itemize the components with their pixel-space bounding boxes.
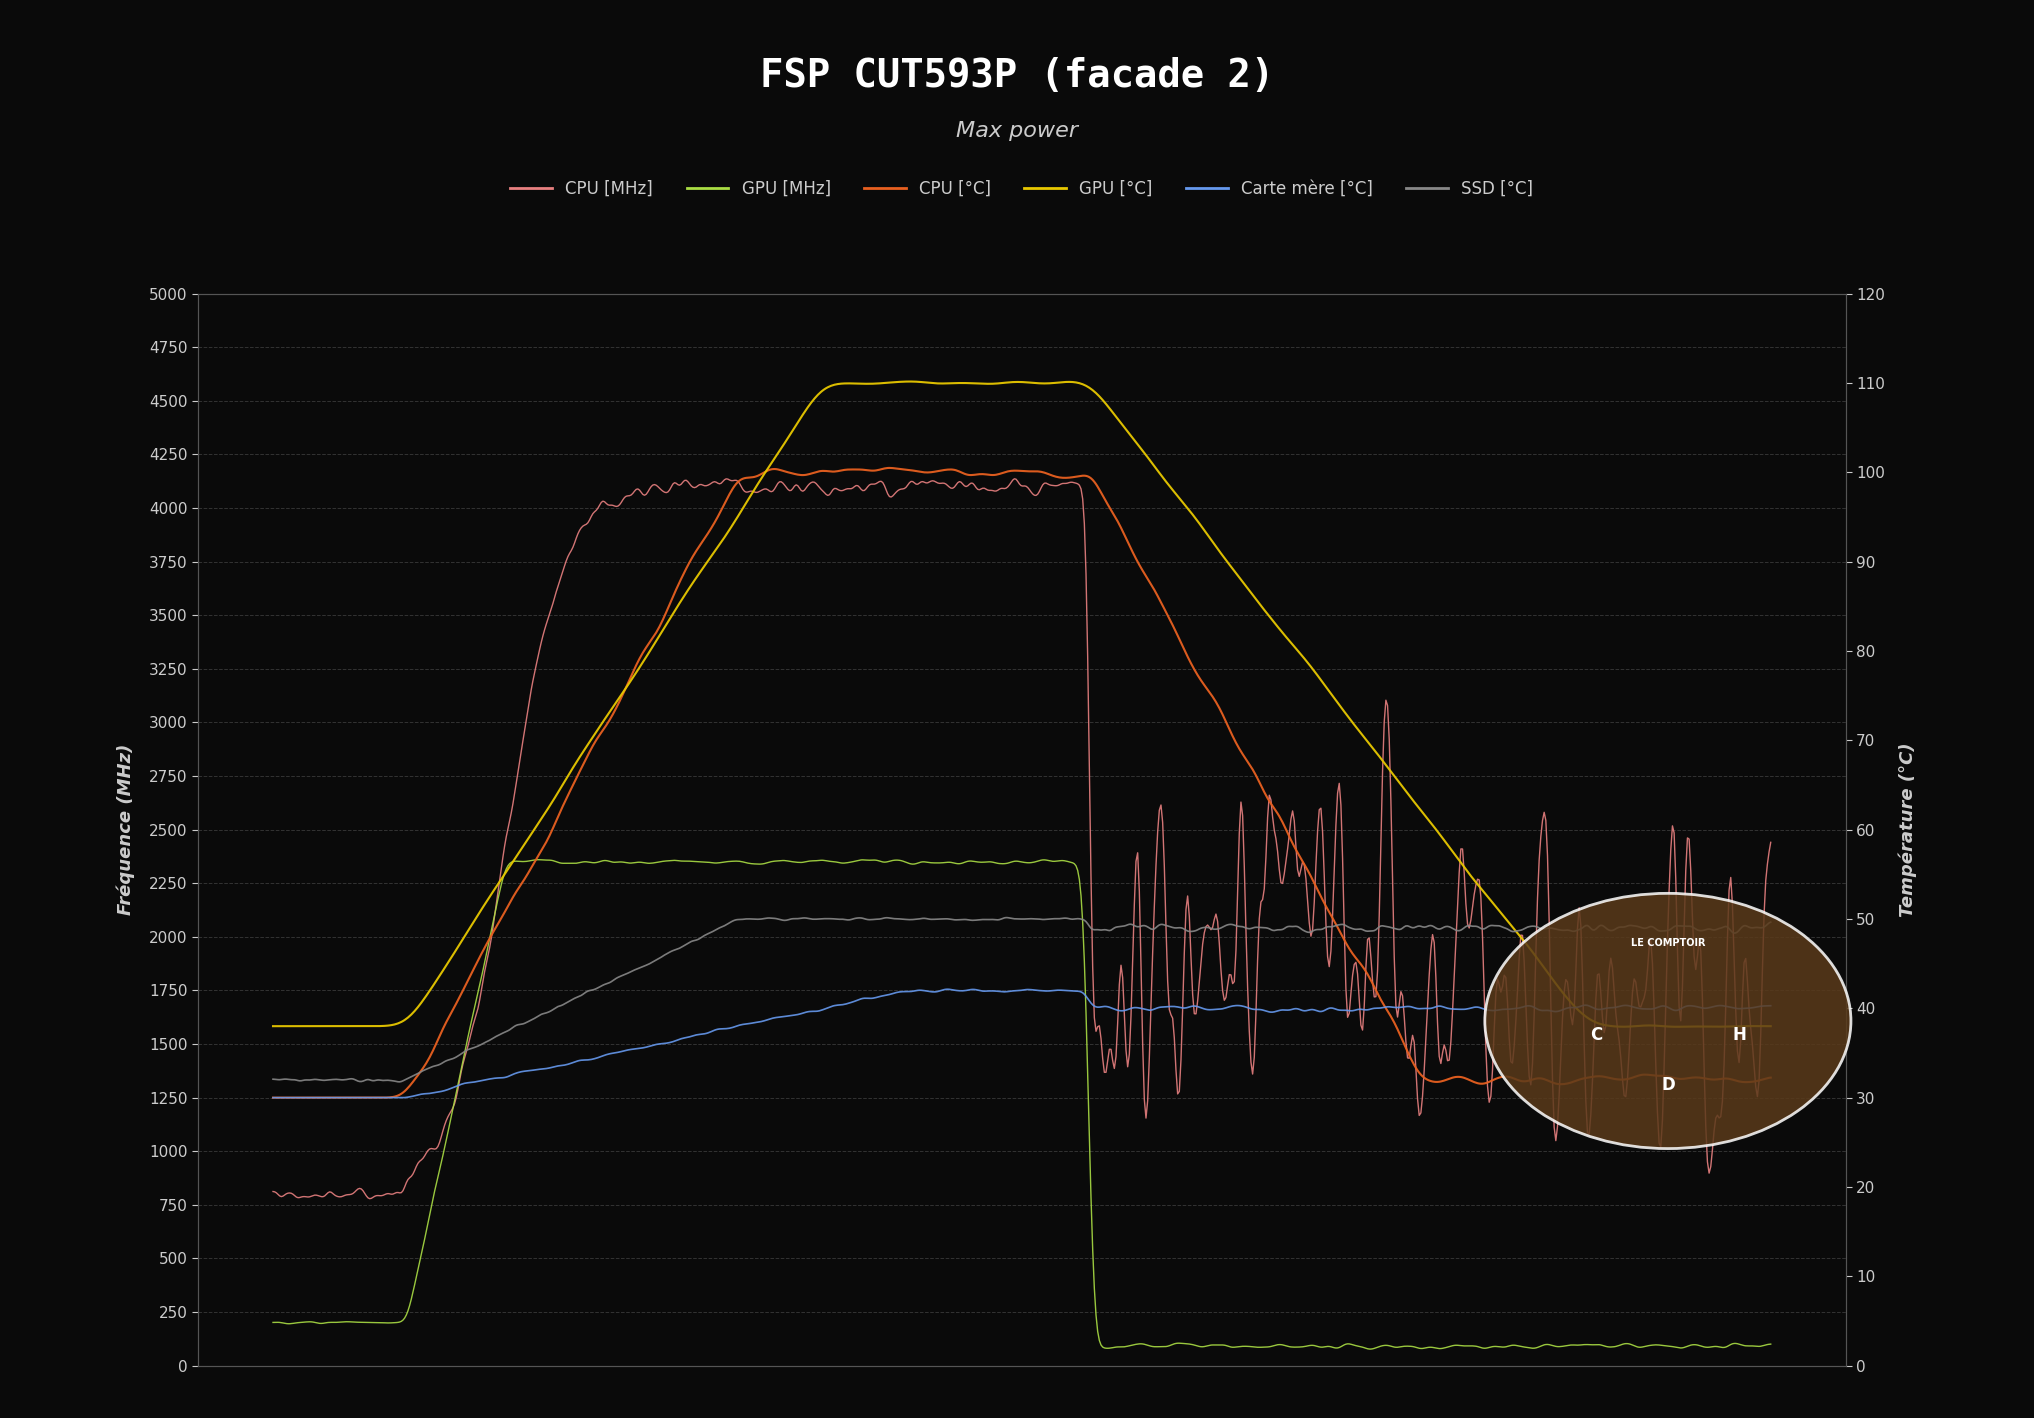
SSD [°C]: [653, 947, 677, 964]
Text: FSP CUT593P (facade 2): FSP CUT593P (facade 2): [761, 57, 1273, 95]
Line: CPU [MHz]: CPU [MHz]: [273, 479, 1772, 1198]
SSD [°C]: [1759, 913, 1784, 930]
Text: D: D: [1662, 1076, 1674, 1093]
Text: Max power: Max power: [956, 121, 1078, 140]
CPU [°C]: [423, 1035, 447, 1052]
CPU [°C]: [877, 459, 901, 476]
SSD [°C]: [995, 909, 1019, 926]
Line: GPU [MHz]: GPU [MHz]: [273, 859, 1772, 1349]
Carte mère [°C]: [903, 983, 928, 1000]
GPU [°C]: [1328, 699, 1353, 716]
CPU [°C]: [1759, 1069, 1784, 1086]
CPU [°C]: [260, 1089, 285, 1106]
SSD [°C]: [903, 910, 928, 927]
GPU [°C]: [1556, 990, 1580, 1007]
SSD [°C]: [1330, 916, 1355, 933]
Carte mère [°C]: [653, 1035, 677, 1052]
Y-axis label: Température (°C): Température (°C): [1900, 743, 1918, 917]
Carte mère [°C]: [260, 1089, 285, 1106]
GPU [°C]: [651, 621, 675, 638]
GPU [MHz]: [1556, 1337, 1580, 1354]
SSD [°C]: [260, 1071, 285, 1088]
GPU [MHz]: [653, 852, 677, 869]
Line: CPU [°C]: CPU [°C]: [273, 468, 1772, 1098]
Y-axis label: Fréquence (MHz): Fréquence (MHz): [116, 744, 134, 916]
CPU [MHz]: [425, 1137, 450, 1154]
SSD [°C]: [1556, 922, 1580, 939]
SSD [°C]: [1391, 919, 1416, 936]
CPU [MHz]: [1003, 471, 1027, 488]
GPU [MHz]: [423, 1176, 447, 1193]
Text: C: C: [1591, 1027, 1603, 1044]
CPU [MHz]: [1759, 834, 1784, 851]
GPU [MHz]: [525, 851, 549, 868]
Line: GPU [°C]: GPU [°C]: [273, 381, 1772, 1027]
GPU [°C]: [903, 373, 928, 390]
SSD [°C]: [386, 1073, 411, 1090]
CPU [°C]: [1556, 1075, 1580, 1092]
GPU [°C]: [260, 1018, 285, 1035]
Line: Carte mère [°C]: Carte mère [°C]: [273, 990, 1772, 1098]
CPU [°C]: [903, 462, 928, 479]
CPU [MHz]: [358, 1190, 382, 1207]
CPU [MHz]: [1391, 1008, 1416, 1025]
CPU [MHz]: [903, 475, 928, 492]
GPU [MHz]: [1759, 1336, 1784, 1353]
CPU [MHz]: [653, 484, 677, 501]
GPU [°C]: [1759, 1018, 1784, 1035]
Carte mère [°C]: [1759, 997, 1784, 1014]
Line: SSD [°C]: SSD [°C]: [273, 917, 1772, 1082]
CPU [°C]: [651, 611, 675, 628]
GPU [MHz]: [260, 1314, 285, 1332]
Text: LE COMPTOIR: LE COMPTOIR: [1631, 937, 1704, 949]
GPU [MHz]: [903, 855, 928, 872]
Carte mère [°C]: [1556, 1000, 1580, 1017]
Carte mère [°C]: [425, 1083, 450, 1100]
SSD [°C]: [425, 1056, 450, 1073]
Carte mère [°C]: [1391, 998, 1416, 1015]
CPU [°C]: [1391, 1032, 1416, 1049]
Legend: CPU [MHz], GPU [MHz], CPU [°C], GPU [°C], Carte mère [°C], SSD [°C]: CPU [MHz], GPU [MHz], CPU [°C], GPU [°C]…: [504, 173, 1540, 204]
CPU [°C]: [1328, 925, 1353, 942]
GPU [°C]: [1666, 1018, 1690, 1035]
GPU [MHz]: [1328, 1339, 1353, 1356]
GPU [MHz]: [1391, 1337, 1416, 1354]
Carte mère [°C]: [1330, 1001, 1355, 1018]
CPU [MHz]: [260, 1183, 285, 1200]
GPU [°C]: [423, 973, 447, 990]
Carte mère [°C]: [388, 1089, 413, 1106]
GPU [°C]: [1391, 778, 1416, 795]
GPU [°C]: [897, 373, 921, 390]
GPU [MHz]: [1359, 1340, 1383, 1357]
Text: H: H: [1733, 1027, 1745, 1044]
CPU [MHz]: [1330, 849, 1355, 866]
CPU [MHz]: [1556, 988, 1580, 1005]
Carte mère [°C]: [936, 981, 960, 998]
